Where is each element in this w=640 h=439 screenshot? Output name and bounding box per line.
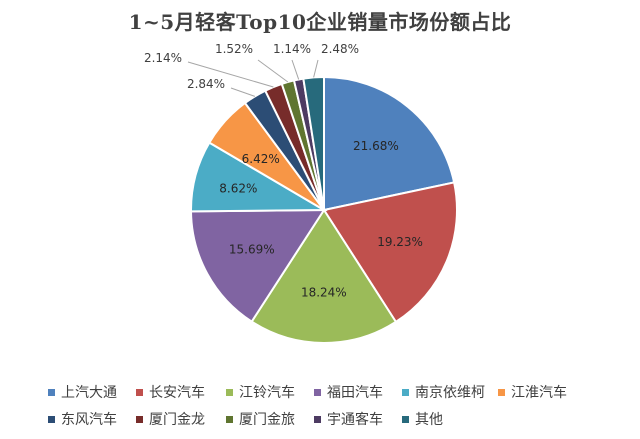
leader-line bbox=[291, 59, 300, 80]
legend-item: 南京依维柯 bbox=[402, 382, 498, 402]
slice-data-label: 8.62% bbox=[219, 182, 257, 196]
slice-data-label: 21.68% bbox=[353, 139, 399, 153]
legend-swatch bbox=[226, 415, 233, 423]
legend-item: 江淮汽车 bbox=[498, 382, 588, 402]
chart-legend: 上汽大通 长安汽车 江铃汽车 福田汽车 南京依维柯 江淮汽车东风汽车 厦门金龙 厦门金旅 宇通客… bbox=[48, 382, 608, 429]
legend-label: 宇通客车 bbox=[327, 412, 383, 428]
legend-item: 其他 bbox=[402, 409, 498, 429]
legend-swatch bbox=[402, 415, 409, 423]
slice-data-label: 6.42% bbox=[242, 152, 280, 166]
legend-label: 上汽大通 bbox=[61, 385, 117, 401]
pie-slice bbox=[322, 181, 458, 324]
legend-item: 长安汽车 bbox=[136, 382, 226, 402]
legend-swatch bbox=[136, 388, 143, 396]
legend-label: 厦门金旅 bbox=[239, 412, 295, 428]
legend-label: 江铃汽车 bbox=[239, 385, 295, 401]
pie-slice bbox=[323, 75, 456, 212]
pie-chart: 21.68% 19.23% 18.24% 15.69% 8.62% 6.42% 2.84% 2… bbox=[144, 42, 458, 344]
slice-data-label: 1.14% bbox=[273, 42, 311, 56]
legend-item: 宇通客车 bbox=[314, 409, 402, 429]
legend-label: 福田汽车 bbox=[327, 385, 383, 401]
slice-data-label: 2.14% bbox=[144, 51, 182, 65]
legend-swatch bbox=[314, 415, 321, 423]
legend-label: 江淮汽车 bbox=[511, 385, 567, 401]
legend-item: 东风汽车 bbox=[48, 409, 136, 429]
slice-data-label: 2.84% bbox=[187, 77, 225, 91]
slice-data-label: 19.23% bbox=[377, 235, 423, 249]
slice-data-label: 1.52% bbox=[215, 42, 253, 56]
legend-swatch bbox=[136, 415, 143, 423]
pie-slice bbox=[250, 208, 398, 344]
legend-swatch bbox=[226, 388, 233, 396]
legend-label: 其他 bbox=[415, 412, 443, 428]
leader-line bbox=[230, 87, 256, 97]
legend-swatch bbox=[48, 415, 55, 423]
slice-data-label: 15.69% bbox=[229, 243, 275, 257]
leader-line bbox=[313, 59, 319, 78]
legend-swatch bbox=[48, 388, 55, 396]
legend-label: 厦门金龙 bbox=[149, 412, 205, 428]
legend-label: 南京依维柯 bbox=[415, 385, 485, 401]
legend-item: 福田汽车 bbox=[314, 382, 402, 402]
legend-swatch bbox=[498, 388, 505, 396]
legend-item: 厦门金旅 bbox=[226, 409, 314, 429]
legend-item: 江铃汽车 bbox=[226, 382, 314, 402]
legend-label: 长安汽车 bbox=[149, 385, 205, 401]
leader-line bbox=[187, 61, 274, 88]
pie-slice bbox=[302, 75, 325, 211]
leader-line bbox=[257, 59, 289, 83]
legend-label: 东风汽车 bbox=[61, 412, 117, 428]
pie-slice bbox=[189, 208, 326, 324]
slice-data-label: 2.48% bbox=[321, 42, 359, 56]
legend-item: 厦门金龙 bbox=[136, 409, 226, 429]
slice-data-label: 18.24% bbox=[301, 285, 347, 299]
legend-swatch bbox=[314, 388, 321, 396]
legend-swatch bbox=[402, 388, 409, 396]
chart-title: 1~5月轻客Top10企业销量市场份额占比 bbox=[128, 10, 512, 34]
legend-item: 上汽大通 bbox=[48, 382, 136, 402]
